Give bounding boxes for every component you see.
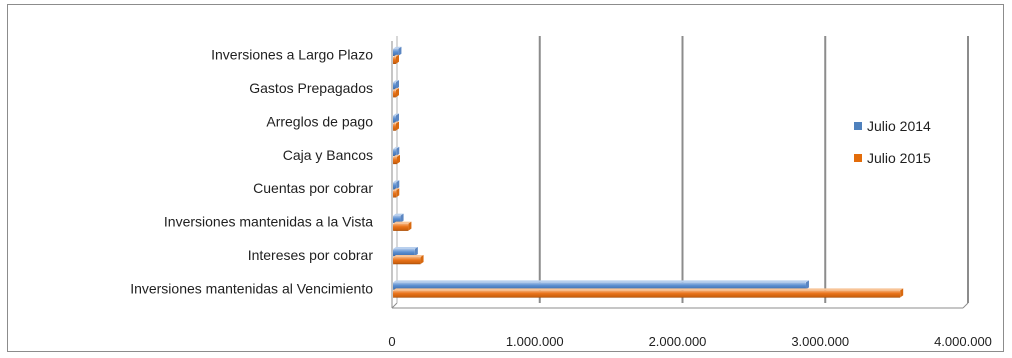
floor-right-edge <box>962 302 969 309</box>
x-tick-labels: 0 1.000.000 2.000.000 3.000.000 4.000.000 <box>388 334 992 349</box>
bar <box>393 280 809 290</box>
category-label: Intereses por cobrar <box>248 247 374 263</box>
bar <box>393 80 399 90</box>
category-labels: Inversiones mantenidas al Vencimiento Int… <box>130 47 373 297</box>
legend-label: Julio 2015 <box>867 150 931 166</box>
category-label: Inversiones mantenidas al Vencimiento <box>130 280 373 296</box>
legend-swatch <box>854 122 862 130</box>
category-label: Inversiones mantenidas a la Vista <box>164 214 373 230</box>
bar <box>393 146 400 157</box>
bar <box>393 221 412 231</box>
bar <box>393 213 404 223</box>
x-tick-label: 1.000.000 <box>506 334 564 349</box>
floor-left-edge <box>391 302 398 309</box>
x-tick-label: 3.000.000 <box>791 334 849 349</box>
bar <box>393 246 418 257</box>
bar <box>393 46 402 56</box>
bar <box>393 121 399 131</box>
bar <box>393 288 904 298</box>
legend-swatch <box>854 154 862 162</box>
bar <box>393 54 399 64</box>
plot-area <box>391 36 969 309</box>
category-label: Cuentas por cobrar <box>253 180 373 196</box>
legend-label: Julio 2014 <box>867 118 931 134</box>
category-label: Inversiones a Largo Plazo <box>211 47 373 63</box>
bar <box>393 113 399 123</box>
category-label: Arreglos de pago <box>266 113 373 129</box>
x-tick-label: 0 <box>388 334 395 349</box>
bar <box>393 188 400 198</box>
category-label: Caja y Bancos <box>283 147 373 163</box>
bar <box>393 180 400 190</box>
x-tick-label: 2.000.000 <box>649 334 707 349</box>
bar <box>393 254 424 265</box>
category-label: Gastos Prepagados <box>249 80 373 96</box>
bar <box>393 88 399 98</box>
x-tick-label: 4.000.000 <box>934 334 992 349</box>
bar <box>393 154 400 165</box>
legend: Julio 2014 Julio 2015 <box>854 118 931 166</box>
bars-group <box>393 46 904 298</box>
